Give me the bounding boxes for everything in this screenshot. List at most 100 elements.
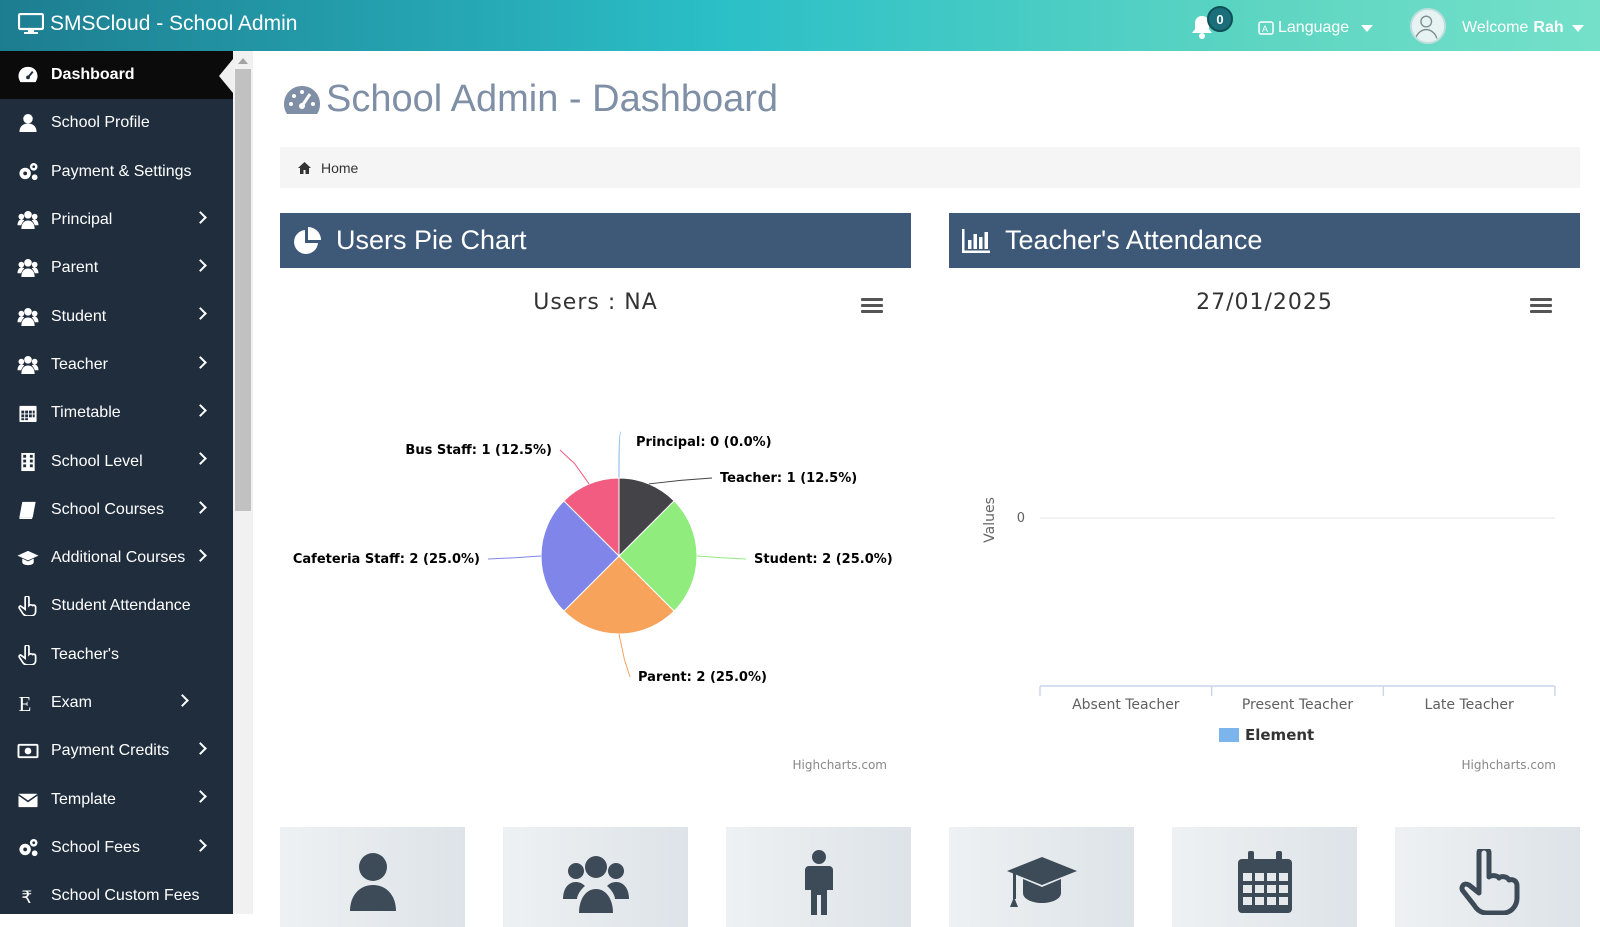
sidebar-item-teacher-s[interactable]: Teacher's [0,631,233,679]
chart-credits[interactable]: Highcharts.com [792,758,887,772]
users-icon [16,306,40,328]
chevron-right-icon [194,500,207,514]
chevron-right-icon [194,838,207,852]
sidebar-item-student[interactable]: Student [0,292,233,340]
chevron-right-icon [194,355,207,369]
users-icon [16,257,40,279]
sidebar-item-timetable[interactable]: Timetable [0,389,233,437]
envelope-icon [16,789,40,811]
sidebar-item-payment-credits[interactable]: Payment Credits [0,727,233,775]
book-icon [16,499,40,521]
pie-data-label: Bus Staff: 1 (12.5%) [405,443,552,458]
home-icon [298,161,311,174]
sidebar-item-dashboard[interactable]: Dashboard [0,51,233,100]
sidebar-item-payment-settings[interactable]: Payment & Settings [0,148,233,196]
breadcrumb: Home [280,147,1580,188]
gears-icon [16,837,40,859]
tile-attendance[interactable] [1395,827,1580,927]
users-icon [16,354,40,376]
sidebar-scrollbar[interactable] [233,51,253,914]
legend-swatch [1219,728,1239,742]
sidebar-item-label: School Level [51,452,143,470]
sidebar-item-exam[interactable]: E Exam [0,679,233,727]
welcome-text: Welcome [1462,19,1529,36]
breadcrumb-home[interactable]: Home [321,159,359,176]
tile-timetable[interactable] [1172,827,1357,927]
caret-down-icon [1361,24,1374,32]
sidebar-item-label: Principal [51,211,113,229]
pie-slice-bus-staff[interactable] [563,477,620,558]
user-menu[interactable]: Welcome Rah [1462,19,1584,37]
scroll-up-arrow-icon[interactable] [238,58,248,64]
pie-connector [696,555,747,560]
chart-menu-icon[interactable] [861,298,883,314]
sidebar-item-school-courses[interactable]: School Courses [0,486,233,534]
page-title: School Admin - Dashboard [282,78,778,121]
chevron-right-icon [194,549,207,562]
avatar[interactable] [1410,8,1446,44]
attendance-panel-title: Teacher's Attendance [1005,225,1263,255]
pie-panel-title: Users Pie Chart [336,225,527,255]
chevron-right-icon [194,742,207,756]
pie-slice-teacher[interactable] [618,477,675,558]
user-icon [349,853,396,911]
hand-pointer-icon [1458,849,1519,915]
hand-pointer-icon [16,644,40,666]
users-icon [562,856,629,913]
chevron-right-icon [176,693,189,707]
pie-slice-parent[interactable] [563,555,675,635]
pie-chart-icon [294,226,321,254]
sidebar-item-additional-courses[interactable]: Additional Courses [0,534,233,582]
sidebar-item-school-profile[interactable]: School Profile [0,99,233,147]
x-tick-label: Late Teacher [1425,697,1514,713]
sidebar-item-label: School Profile [51,114,150,132]
tile-users[interactable] [280,827,465,927]
pie-connector [648,477,713,485]
language-dropdown[interactable]: A Language [1258,19,1374,37]
chart-menu-icon[interactable] [1530,298,1552,314]
sidebar-item-template[interactable]: Template [0,775,233,823]
sidebar-item-student-attendance[interactable]: Student Attendance [0,582,233,630]
sidebar-item-label: Teacher [51,355,108,373]
language-icon: A [1258,21,1274,35]
sidebar-item-principal[interactable]: Principal [0,196,233,244]
chevron-right-icon [194,211,207,224]
male-icon [804,850,833,915]
caret-down-icon [1571,24,1584,32]
pie-connector [618,431,622,478]
building-icon [16,451,40,473]
scroll-thumb[interactable] [235,69,251,511]
chevron-right-icon [194,452,207,466]
svg-text:₹: ₹ [21,888,32,906]
sidebar-item-school-fees[interactable]: School Fees [0,824,233,872]
attendance-panel-header: Teacher's Attendance [949,213,1580,268]
chevron-right-icon [194,790,207,804]
pie-slice-cafeteria-staff[interactable] [540,500,620,612]
bar-chart-icon [962,228,990,253]
pie-connector [559,449,590,485]
pie-chart: Principal: 0 (0.0%) Teacher: 1 (12.5%) Stu… [293,431,893,685]
user-icon [16,112,40,134]
pie-connector [487,555,542,560]
sidebar-item-parent[interactable]: Parent [0,244,233,292]
svg-text:A: A [1262,24,1268,34]
x-tick-label: Absent Teacher [1072,697,1180,713]
money-icon [16,740,40,762]
app-brand[interactable]: SMSCloud - School Admin [18,12,297,36]
sidebar-item-label: Payment & Settings [51,162,192,180]
attendance-chart-container: 0 Values Absent Teacher Present Teacher Late… [949,268,1580,798]
chart-credits[interactable]: Highcharts.com [1461,758,1556,772]
sidebar-item-school-custom-fees[interactable]: ₹ School Custom Fees [0,872,233,914]
tile-groups[interactable] [503,827,688,927]
pie-data-label: Teacher: 1 (12.5%) [720,471,857,486]
pie-slice-student[interactable] [618,500,698,612]
pie-data-label: Student: 2 (25.0%) [754,552,893,567]
sidebar-item-label: School Courses [51,500,164,518]
sidebar-item-teacher[interactable]: Teacher [0,341,233,389]
notification-badge[interactable]: 0 [1207,6,1233,32]
tile-courses[interactable] [949,827,1134,927]
y-tick-label: 0 [1017,511,1025,526]
pie-panel-header: Users Pie Chart [280,213,911,268]
sidebar-item-school-level[interactable]: School Level [0,437,233,485]
tile-staff[interactable] [726,827,911,927]
